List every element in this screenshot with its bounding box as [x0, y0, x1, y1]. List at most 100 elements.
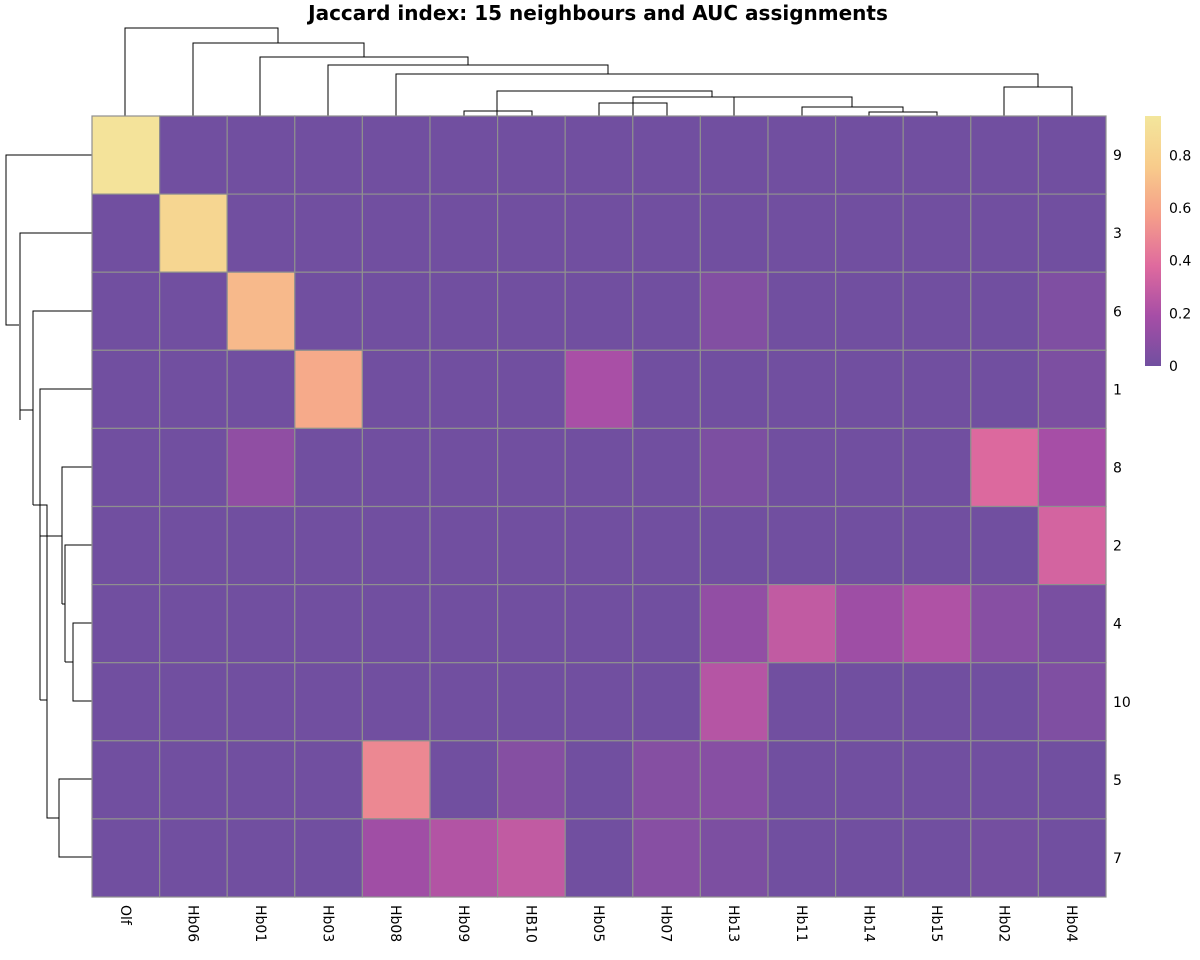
- column-label: Hb14: [860, 905, 876, 942]
- heatmap-cell: [699, 505, 769, 586]
- dendrogram-link: [463, 110, 533, 116]
- heatmap-cell: [429, 583, 499, 664]
- heatmap-cell: [970, 740, 1039, 820]
- dendrogram-link: [259, 56, 469, 116]
- column-label: Hb15: [928, 905, 944, 942]
- heatmap-cell: [902, 193, 972, 273]
- heatmap-cell: [632, 193, 701, 273]
- heatmap-cell: [970, 505, 1039, 586]
- heatmap-cell: [970, 427, 1039, 508]
- heatmap-cell: [497, 505, 566, 586]
- heatmap-cell: [699, 662, 769, 742]
- heatmap-cell: [699, 818, 769, 898]
- column-label: Hb04: [1063, 905, 1079, 942]
- heatmap-cell: [226, 427, 296, 508]
- heatmap-cell: [361, 427, 431, 508]
- heatmap-cell: [564, 818, 634, 898]
- column-label: Hb11: [793, 905, 809, 942]
- heatmap-cell: [767, 193, 837, 273]
- heatmap-cell: [1037, 740, 1107, 820]
- heatmap-cell: [970, 115, 1039, 195]
- heatmap-cell: [834, 349, 904, 429]
- row-label: 5: [1113, 773, 1122, 789]
- heatmap-cell: [834, 271, 904, 351]
- heatmap-cell: [902, 818, 972, 898]
- colorbar-tick-label: 0.2: [1169, 306, 1191, 322]
- heatmap-cell: [699, 740, 769, 820]
- colorbar: 0 0.2 0.4 0.6 0.8: [1145, 116, 1191, 375]
- chart-title: Jaccard index: 15 neighbours and AUC ass…: [306, 1, 888, 25]
- heatmap-cell: [226, 505, 296, 586]
- row-label: 6: [1113, 304, 1122, 320]
- column-label: Hb08: [387, 905, 403, 942]
- heatmap-cell: [361, 818, 431, 898]
- heatmap-cell: [429, 662, 499, 742]
- heatmap-cell: [361, 740, 431, 820]
- heatmap-cell: [699, 427, 769, 508]
- heatmap-cell: [429, 740, 499, 820]
- heatmap-cell: [1037, 193, 1107, 273]
- heatmap-cell: [902, 271, 972, 351]
- row-label: 2: [1113, 539, 1122, 555]
- heatmap-cell: [834, 740, 904, 820]
- column-label: Hb01: [252, 905, 268, 942]
- row-label: 10: [1113, 695, 1131, 711]
- heatmap-cell: [91, 505, 161, 586]
- heatmap-cell: [294, 740, 363, 820]
- heatmap-cell: [970, 583, 1039, 664]
- dendrogram-link: [32, 310, 92, 505]
- heatmap-cell: [564, 271, 634, 351]
- dendrogram-link: [868, 111, 938, 116]
- heatmap-cell: [361, 115, 431, 195]
- heatmap-cell: [902, 662, 972, 742]
- dendrogram-link: [5, 154, 92, 326]
- column-label: Hb09: [455, 905, 471, 942]
- heatmap-cell: [226, 662, 296, 742]
- heatmap-cell: [699, 271, 769, 351]
- heatmap-cell: [361, 583, 431, 664]
- heatmap-cell: [564, 662, 634, 742]
- heatmap-cell: [970, 662, 1039, 742]
- colorbar-tick-label: 0.8: [1169, 148, 1191, 164]
- heatmap-cell: [497, 427, 566, 508]
- heatmap-cell: [632, 662, 701, 742]
- heatmap-cell: [226, 740, 296, 820]
- row-label: 3: [1113, 226, 1122, 242]
- heatmap-cell: [902, 115, 972, 195]
- heatmap-cell: [429, 271, 499, 351]
- row-dendrogram: [5, 154, 92, 858]
- heatmap-cell: [294, 505, 363, 586]
- heatmap-cell: [902, 427, 972, 508]
- heatmap-cell: [767, 662, 837, 742]
- heatmap-cell: [294, 271, 363, 351]
- row-label: 7: [1113, 851, 1122, 867]
- heatmap-cell: [834, 662, 904, 742]
- heatmap-cell: [1037, 662, 1107, 742]
- heatmap-cell: [361, 662, 431, 742]
- heatmap-cell: [834, 115, 904, 195]
- heatmap-cell: [294, 349, 363, 429]
- heatmap-cell: [564, 583, 634, 664]
- heatmap-cell: [632, 583, 701, 664]
- heatmap-cell: [159, 740, 228, 820]
- heatmap-cell: [970, 818, 1039, 898]
- dendrogram-link: [39, 388, 92, 700]
- heatmap-cell: [767, 349, 837, 429]
- heatmap-cell: [767, 427, 837, 508]
- column-label: Hb13: [725, 905, 741, 942]
- row-label: 8: [1113, 460, 1122, 476]
- heatmap-cell: [834, 505, 904, 586]
- heatmap-cell: [226, 115, 296, 195]
- heatmap-cell: [159, 193, 228, 273]
- heatmap-cell: [91, 427, 161, 508]
- colorbar-gradient: [1145, 116, 1161, 366]
- heatmap-cell: [91, 740, 161, 820]
- column-label: Hb03: [320, 905, 336, 942]
- heatmap-cell: [294, 818, 363, 898]
- heatmap-cell: [497, 193, 566, 273]
- heatmap-cell: [970, 271, 1039, 351]
- heatmap-cell: [902, 505, 972, 586]
- heatmap-cell: [834, 427, 904, 508]
- row-label: 4: [1113, 617, 1122, 633]
- heatmap-cell: [429, 818, 499, 898]
